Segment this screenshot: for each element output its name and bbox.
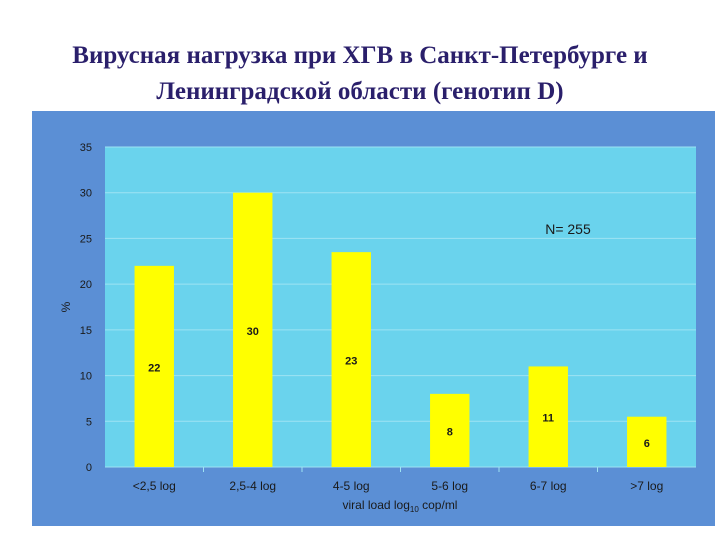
x-tick-label: 4-5 log xyxy=(333,479,370,493)
bar-data-label: 8 xyxy=(447,426,453,438)
bar xyxy=(134,265,174,467)
bar-data-label: 6 xyxy=(644,438,650,450)
bar-data-label: 11 xyxy=(542,413,554,425)
x-tick-label: 6-7 log xyxy=(530,479,567,493)
x-axis-label-main: viral load log xyxy=(343,498,410,512)
bar xyxy=(430,393,470,467)
x-tick-label: 2,5-4 log xyxy=(229,479,276,493)
slide-title: Вирусная нагрузка при ХГВ в Санкт-Петерб… xyxy=(0,38,720,110)
bar xyxy=(528,366,568,467)
x-tick-label: >7 log xyxy=(630,479,663,493)
slide-title-line-1: Вирусная нагрузка при ХГВ в Санкт-Петерб… xyxy=(72,42,648,69)
bar xyxy=(331,252,371,467)
bar xyxy=(627,416,667,467)
y-tick-label: 35 xyxy=(80,142,92,154)
x-axis-label-subscript: 10 xyxy=(410,505,419,514)
chart-panel: 0 5 10 15 20 25 30 35 <2,5 log 2,5-4 log 4-5 log 5… xyxy=(32,111,715,526)
plot-area xyxy=(105,147,696,467)
y-tick-label: 5 xyxy=(86,416,92,428)
data-labels: 22 30 23 8 11 6 xyxy=(148,326,650,450)
y-tick-label: 0 xyxy=(86,462,92,474)
y-tick-label: 10 xyxy=(80,371,92,383)
bars xyxy=(134,192,667,467)
x-axis-ticks: <2,5 log 2,5-4 log 4-5 log 5-6 log 6-7 log >7… xyxy=(133,467,663,493)
gridlines xyxy=(105,146,696,468)
slide-title-line-2: Ленинградской области (генотип D) xyxy=(156,78,564,105)
y-tick-label: 20 xyxy=(80,279,92,291)
x-axis-label-unit: cop/ml xyxy=(419,498,458,512)
y-tick-label: 30 xyxy=(80,188,92,200)
y-tick-label: 25 xyxy=(80,233,92,245)
sample-size-annotation: N= 255 xyxy=(545,221,591,237)
x-tick-label: <2,5 log xyxy=(133,479,176,493)
bar-data-label: 23 xyxy=(345,356,357,368)
y-axis-ticks: 0 5 10 15 20 25 30 35 xyxy=(80,142,92,474)
bar-data-label: 22 xyxy=(148,362,160,374)
x-tick-label: 5-6 log xyxy=(431,479,468,493)
x-axis-label: viral load log10 cop/ml xyxy=(343,498,458,514)
y-axis-label: % xyxy=(59,301,73,312)
y-tick-label: 15 xyxy=(80,325,92,337)
bar-chart: 0 5 10 15 20 25 30 35 <2,5 log 2,5-4 log 4-5 log 5… xyxy=(59,142,696,514)
bar xyxy=(233,192,273,467)
bar-data-label: 30 xyxy=(247,326,259,338)
